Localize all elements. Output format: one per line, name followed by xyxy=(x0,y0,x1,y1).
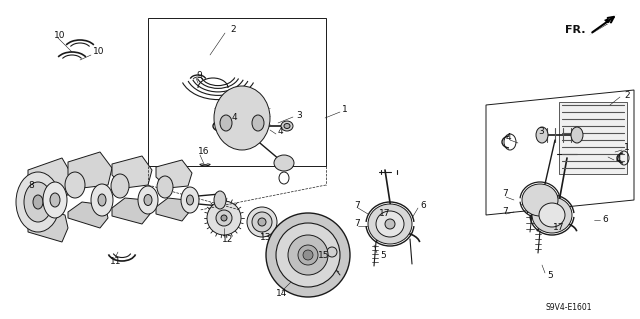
Ellipse shape xyxy=(368,204,412,244)
Polygon shape xyxy=(28,158,72,198)
Text: 5: 5 xyxy=(380,251,386,261)
Text: 7: 7 xyxy=(502,207,508,217)
Ellipse shape xyxy=(281,121,293,131)
Text: 12: 12 xyxy=(222,235,234,244)
Ellipse shape xyxy=(274,155,294,171)
Ellipse shape xyxy=(111,174,129,198)
Text: 17: 17 xyxy=(552,224,564,233)
Bar xyxy=(148,18,326,166)
Ellipse shape xyxy=(98,194,106,206)
Ellipse shape xyxy=(50,193,60,207)
Ellipse shape xyxy=(298,245,318,265)
Ellipse shape xyxy=(214,191,226,209)
Text: 7: 7 xyxy=(354,219,360,228)
Text: 16: 16 xyxy=(198,147,209,157)
Ellipse shape xyxy=(571,127,583,143)
Polygon shape xyxy=(156,160,192,188)
Polygon shape xyxy=(112,156,152,188)
Text: 1: 1 xyxy=(624,144,630,152)
Text: 2: 2 xyxy=(624,91,630,100)
Bar xyxy=(559,102,627,174)
Ellipse shape xyxy=(216,210,232,226)
Ellipse shape xyxy=(327,247,337,257)
Ellipse shape xyxy=(221,215,227,221)
Ellipse shape xyxy=(288,235,328,275)
Ellipse shape xyxy=(266,213,350,297)
Text: 9: 9 xyxy=(196,70,202,79)
Text: 17: 17 xyxy=(378,210,390,219)
Text: 13: 13 xyxy=(260,234,271,242)
Text: 15: 15 xyxy=(318,251,330,261)
Polygon shape xyxy=(156,198,190,221)
Text: 7: 7 xyxy=(354,202,360,211)
Text: 4: 4 xyxy=(616,155,621,165)
Polygon shape xyxy=(28,210,68,242)
Text: FR.: FR. xyxy=(566,25,586,35)
Ellipse shape xyxy=(144,195,152,205)
Ellipse shape xyxy=(376,211,404,237)
Ellipse shape xyxy=(385,219,395,229)
Text: 7: 7 xyxy=(502,189,508,198)
Ellipse shape xyxy=(91,184,113,216)
Ellipse shape xyxy=(157,176,173,198)
Text: 5: 5 xyxy=(547,271,553,280)
Ellipse shape xyxy=(252,212,272,232)
Ellipse shape xyxy=(65,172,85,198)
Text: 1: 1 xyxy=(342,106,348,115)
Text: 10: 10 xyxy=(54,31,65,40)
Text: 4: 4 xyxy=(232,114,237,122)
Ellipse shape xyxy=(258,218,266,226)
Text: 3: 3 xyxy=(538,128,544,137)
Polygon shape xyxy=(588,14,618,36)
Ellipse shape xyxy=(536,127,548,143)
Ellipse shape xyxy=(532,197,572,233)
Polygon shape xyxy=(112,198,150,224)
Ellipse shape xyxy=(214,86,270,150)
Ellipse shape xyxy=(539,203,565,227)
Polygon shape xyxy=(486,90,634,215)
Text: 4: 4 xyxy=(278,128,284,137)
Ellipse shape xyxy=(186,195,193,205)
Text: 3: 3 xyxy=(296,110,301,120)
Polygon shape xyxy=(68,202,108,228)
Text: 8: 8 xyxy=(28,181,34,189)
Ellipse shape xyxy=(522,184,558,216)
Ellipse shape xyxy=(220,115,232,131)
Text: S9V4-E1601: S9V4-E1601 xyxy=(546,303,593,313)
Ellipse shape xyxy=(276,223,340,287)
Ellipse shape xyxy=(181,187,199,213)
Text: 10: 10 xyxy=(93,48,104,56)
Ellipse shape xyxy=(252,115,264,131)
Text: 14: 14 xyxy=(276,290,287,299)
Text: 6: 6 xyxy=(420,202,426,211)
Text: 6: 6 xyxy=(602,216,608,225)
Ellipse shape xyxy=(24,182,52,222)
Ellipse shape xyxy=(33,195,43,209)
Polygon shape xyxy=(68,152,112,188)
Ellipse shape xyxy=(207,201,241,235)
Ellipse shape xyxy=(303,250,313,260)
Ellipse shape xyxy=(16,172,60,232)
Text: 4: 4 xyxy=(506,133,511,143)
Text: 11: 11 xyxy=(110,257,122,266)
Text: 2: 2 xyxy=(230,26,236,34)
Ellipse shape xyxy=(43,182,67,218)
Ellipse shape xyxy=(247,207,277,237)
Ellipse shape xyxy=(284,123,290,129)
Ellipse shape xyxy=(138,186,158,214)
